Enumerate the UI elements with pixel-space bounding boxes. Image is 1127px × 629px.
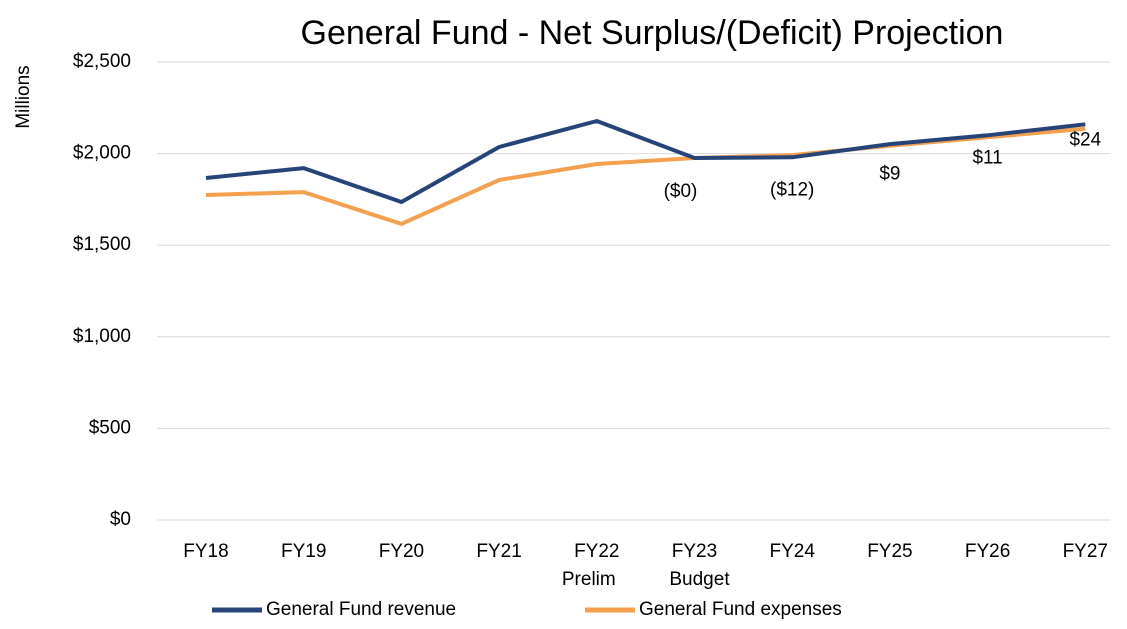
net-label: $9 [879,164,900,185]
series-line [205,119,1086,204]
x-tick-label: FY20 [379,541,424,562]
x-tick-label: FY22 [574,541,619,562]
x-tick-label: FY19 [281,541,326,562]
x-tick-sublabel: Prelim [562,569,616,590]
series-line [205,126,1086,226]
net-label: $24 [1069,130,1101,151]
y-tick-label: $500 [89,417,131,438]
legend-label: General Fund revenue [266,599,456,620]
y-tick-label: $0 [110,509,131,530]
legend-label: General Fund expenses [639,599,842,620]
x-tick-label: FY27 [1063,541,1108,562]
x-tick-label: FY18 [183,541,228,562]
net-label: $11 [972,147,1002,168]
net-label: ($0) [664,181,698,202]
y-tick-label: $1,000 [73,326,131,347]
chart-title: General Fund - Net Surplus/(Deficit) Pro… [301,14,1004,52]
x-tick-label: FY24 [769,541,815,562]
x-tick-label: FY23 [672,541,717,562]
y-tick-label: $2,000 [73,143,131,164]
x-tick-label: FY25 [867,541,912,562]
net-label: ($12) [770,179,814,200]
x-tick-label: FY21 [476,541,521,562]
x-tick-sublabel: Budget [669,569,730,590]
y-axis-label: Millions [13,65,34,128]
x-tick-label: FY26 [965,541,1010,562]
y-tick-label: $1,500 [73,234,131,255]
y-tick-label: $2,500 [73,51,131,72]
